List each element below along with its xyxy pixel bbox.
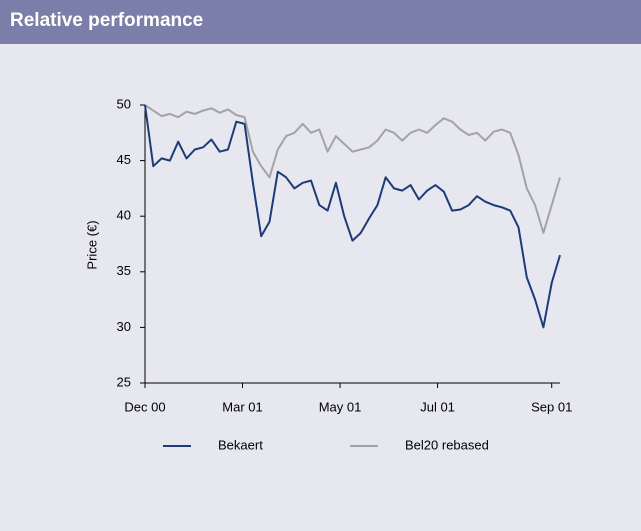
legend-label: Bel20 rebased	[405, 437, 489, 452]
x-tick-label: May 01	[319, 399, 362, 414]
y-axis-label: Price (€)	[84, 220, 99, 269]
legend-label: Bekaert	[218, 437, 263, 452]
y-tick-label: 30	[117, 319, 131, 334]
y-tick-label: 25	[117, 374, 131, 389]
y-tick-label: 45	[117, 152, 131, 167]
x-tick-label: Mar 01	[222, 399, 262, 414]
series-line	[144, 104, 561, 329]
series-line	[144, 104, 561, 234]
header-title: Relative performance	[10, 10, 204, 31]
x-tick-label: Dec 00	[124, 399, 165, 414]
y-tick-label: 35	[117, 263, 131, 278]
y-tick-label: 50	[117, 96, 131, 111]
header-bar: Relative performance	[0, 0, 641, 44]
y-tick-label: 40	[117, 208, 131, 223]
x-tick-label: Jul 01	[420, 399, 455, 414]
x-tick-label: Sep 01	[531, 399, 572, 414]
